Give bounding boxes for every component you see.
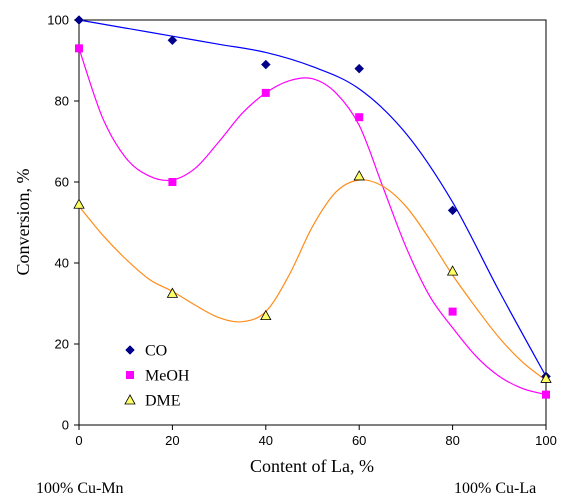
y-tick-label: 100 [47,13,69,28]
data-point-dme [73,198,85,209]
x-axis-title: Content of La, % [250,456,374,476]
data-point-meoh [542,390,550,399]
x-tick-label: 80 [445,433,459,448]
legend-label-dme: DME [145,393,181,410]
right-composition-note: 100% Cu-La [454,480,537,497]
legend-marker-meoh [126,371,134,379]
data-point-co [447,205,458,216]
x-tick-label: 60 [352,433,366,448]
left-composition-note: 100% Cu-Mn [36,480,124,497]
legend-marker-dme [124,394,136,405]
data-point-meoh [168,178,177,186]
x-tick-label: 0 [75,433,82,448]
series-line-dme [78,179,547,381]
series-line-meoh [78,48,547,396]
y-tick-label: 40 [55,256,69,271]
series-curves [78,19,547,396]
data-point-meoh [355,113,364,122]
conversion-chart: 0 20 40 60 80 100 0 20 40 60 80 100 Content of La, … [13,13,557,477]
legend: CO MeOH DME [124,343,190,410]
legend-label-meoh: MeOH [145,368,190,385]
y-tick-label: 0 [62,418,69,433]
x-tick-label: 40 [259,433,273,448]
series-markers [73,15,552,399]
y-tick-label: 80 [55,94,69,109]
data-point-dme [446,265,459,276]
series-line-co [78,19,547,377]
data-point-dme [353,170,365,181]
data-point-meoh [75,44,83,53]
data-point-co [167,35,178,46]
y-tick-label: 60 [55,175,69,190]
data-point-dme [166,287,179,298]
plot-area [78,19,547,426]
y-tick-label: 20 [55,337,69,352]
plot-frame [78,19,547,426]
legend-label-co: CO [145,343,167,360]
x-tick-label: 20 [165,433,179,448]
data-point-dme [540,372,552,383]
data-point-co [354,63,365,74]
x-tick-label: 100 [535,433,557,448]
data-point-co [260,59,271,70]
data-point-meoh [448,307,457,316]
axes: 0 20 40 60 80 100 0 20 40 60 80 100 [47,13,557,449]
data-point-co [74,15,84,25]
data-point-meoh [261,88,270,97]
data-point-dme [260,309,272,321]
y-axis-title: Conversion, % [13,169,33,276]
legend-marker-co [125,345,135,355]
